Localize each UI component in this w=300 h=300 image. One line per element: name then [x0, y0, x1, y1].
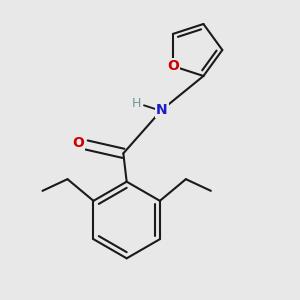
- Text: N: N: [156, 103, 167, 117]
- Text: O: O: [72, 136, 84, 150]
- Text: O: O: [167, 59, 179, 73]
- Text: H: H: [132, 98, 141, 110]
